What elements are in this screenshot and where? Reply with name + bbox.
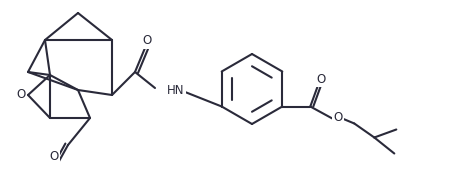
- Text: O: O: [316, 73, 326, 86]
- Text: HN: HN: [167, 83, 184, 96]
- Text: O: O: [142, 35, 152, 48]
- Text: O: O: [334, 111, 343, 124]
- Text: O: O: [49, 151, 59, 164]
- Text: O: O: [16, 88, 25, 101]
